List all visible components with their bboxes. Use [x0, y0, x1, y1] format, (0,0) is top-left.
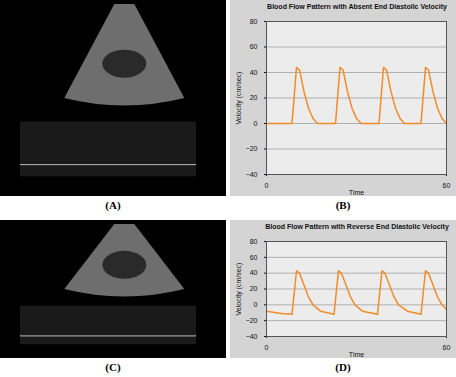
- svg-text:Time: Time: [349, 351, 364, 358]
- html-text:(D): (D): [335, 361, 351, 373]
- svg-text:60: 60: [250, 43, 258, 50]
- html-text:(A): (A): [105, 199, 121, 211]
- svg-text:20: 20: [250, 285, 258, 292]
- svg-text:80: 80: [250, 18, 258, 25]
- svg-text:0: 0: [254, 120, 258, 127]
- html-text:Blood Flow Pattern with Revers: Blood Flow Pattern with Reverse End Dias…: [265, 223, 449, 230]
- svg-text:−40: −40: [246, 171, 258, 178]
- svg-text:60: 60: [443, 182, 451, 189]
- svg-text:40: 40: [250, 269, 258, 276]
- svg-text:60: 60: [250, 254, 258, 261]
- html-text:(B): (B): [335, 199, 351, 211]
- svg-text:0: 0: [265, 182, 269, 189]
- svg-text:20: 20: [250, 94, 258, 101]
- html-text:Blood Flow Pattern with Absent: Blood Flow Pattern with Absent End Diast…: [267, 3, 447, 10]
- svg-text:0: 0: [254, 301, 258, 308]
- html-text:(C): (C): [105, 361, 121, 373]
- svg-text:80: 80: [250, 238, 258, 245]
- svg-text:Velocity (cm/sec): Velocity (cm/sec): [235, 263, 243, 316]
- svg-text:40: 40: [250, 69, 258, 76]
- svg-text:−20: −20: [246, 145, 258, 152]
- svg-text:−20: −20: [246, 317, 258, 324]
- svg-text:0: 0: [265, 344, 269, 351]
- svg-text:−40: −40: [246, 333, 258, 340]
- svg-text:60: 60: [443, 344, 451, 351]
- svg-text:Time: Time: [349, 189, 364, 196]
- svg-text:Velocity (cm/sec): Velocity (cm/sec): [235, 72, 243, 125]
